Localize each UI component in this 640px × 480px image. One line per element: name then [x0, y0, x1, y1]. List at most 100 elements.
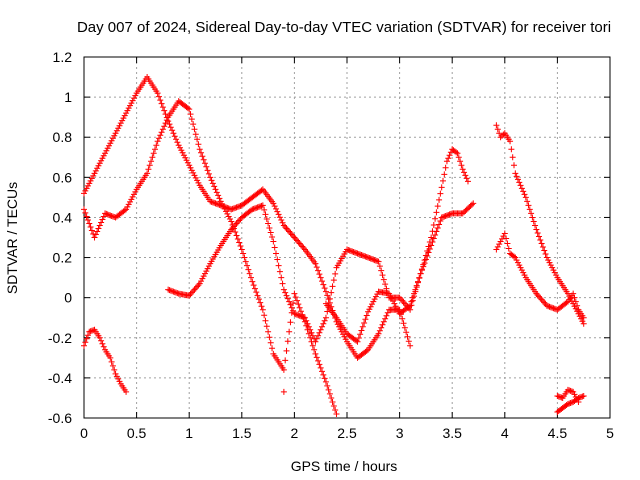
- data-point: [82, 339, 89, 346]
- data-point: [232, 221, 239, 228]
- data-point: [199, 153, 206, 160]
- data-point: [186, 106, 193, 113]
- data-point: [363, 312, 370, 319]
- data-point: [320, 371, 327, 378]
- chart-title: Day 007 of 2024, Sidereal Day-to-day VTE…: [77, 19, 611, 36]
- data-point: [92, 167, 99, 174]
- data-point: [429, 228, 436, 235]
- data-point: [154, 90, 161, 97]
- data-point: [428, 234, 435, 241]
- data-point: [295, 301, 302, 308]
- data-point: [249, 206, 256, 213]
- data-point: [296, 312, 303, 319]
- data-point: [182, 154, 189, 161]
- data-point: [230, 205, 237, 212]
- data-point: [187, 164, 194, 171]
- data-point: [517, 182, 524, 189]
- data-point: [186, 292, 193, 299]
- data-point: [178, 147, 185, 154]
- data-point: [82, 209, 89, 216]
- data-point: [524, 198, 531, 205]
- data-point: [400, 299, 407, 306]
- data-point: [198, 278, 205, 285]
- data-point: [328, 394, 335, 401]
- data-point: [96, 334, 103, 341]
- data-point: [437, 217, 444, 224]
- data-point: [125, 201, 132, 208]
- data-point: [187, 291, 194, 298]
- data-point: [458, 162, 465, 169]
- data-point: [199, 275, 206, 282]
- data-point: [521, 272, 528, 279]
- data-point: [372, 293, 379, 300]
- data-point: [104, 145, 111, 152]
- data-point: [166, 287, 173, 294]
- data-point: [257, 203, 264, 210]
- data-point: [300, 245, 307, 252]
- data-point: [374, 258, 381, 265]
- data-point: [127, 198, 134, 205]
- data-point: [204, 167, 211, 174]
- data-point: [98, 219, 105, 226]
- data-point: [357, 331, 364, 338]
- data-point: [290, 232, 297, 239]
- data-point: [543, 254, 550, 261]
- data-point: [191, 172, 198, 179]
- data-point: [258, 187, 265, 194]
- data-point: [284, 338, 291, 345]
- data-point: [251, 205, 258, 212]
- data-point: [439, 177, 446, 184]
- x-tick-label: 4: [501, 425, 509, 441]
- data-point: [571, 303, 578, 310]
- data-point: [175, 142, 182, 149]
- data-point: [574, 396, 581, 403]
- data-point: [233, 220, 240, 227]
- data-point: [274, 208, 281, 215]
- y-tick-label: 0.2: [53, 250, 73, 266]
- data-point: [212, 186, 219, 193]
- data-point: [503, 235, 510, 242]
- data-point: [547, 304, 554, 311]
- data-point: [288, 231, 295, 238]
- data-point: [292, 294, 299, 301]
- data-point: [539, 244, 546, 251]
- data-point: [396, 294, 403, 301]
- data-point: [304, 320, 311, 327]
- data-point: [169, 288, 176, 295]
- data-point: [296, 304, 303, 311]
- data-point: [170, 288, 177, 295]
- data-point: [81, 342, 87, 349]
- data-point: [320, 281, 327, 288]
- data-point: [174, 290, 181, 297]
- data-point: [150, 150, 157, 157]
- data-point: [580, 314, 587, 321]
- data-point: [158, 129, 165, 136]
- data-point: [201, 270, 208, 277]
- data-point: [443, 212, 450, 219]
- data-point: [442, 212, 449, 219]
- data-point: [205, 263, 212, 270]
- data-point: [535, 233, 542, 240]
- data-point: [111, 132, 118, 139]
- data-point: [459, 166, 466, 173]
- data-point: [437, 190, 444, 197]
- data-point: [173, 289, 180, 296]
- y-tick-label: 0.6: [53, 169, 73, 185]
- data-point: [86, 180, 93, 187]
- data-point: [355, 335, 362, 342]
- data-point: [299, 243, 306, 250]
- data-point: [521, 191, 528, 198]
- data-point: [547, 262, 554, 269]
- data-point: [282, 223, 289, 230]
- data-point: [368, 256, 375, 263]
- data-point: [350, 249, 357, 256]
- data-point: [459, 210, 466, 217]
- series-arc-D: [165, 200, 477, 345]
- data-point: [250, 205, 257, 212]
- data-point: [224, 210, 231, 217]
- data-point: [215, 201, 222, 208]
- data-point: [295, 312, 302, 319]
- data-point: [287, 229, 294, 236]
- data-point: [283, 292, 290, 299]
- data-point: [372, 257, 379, 264]
